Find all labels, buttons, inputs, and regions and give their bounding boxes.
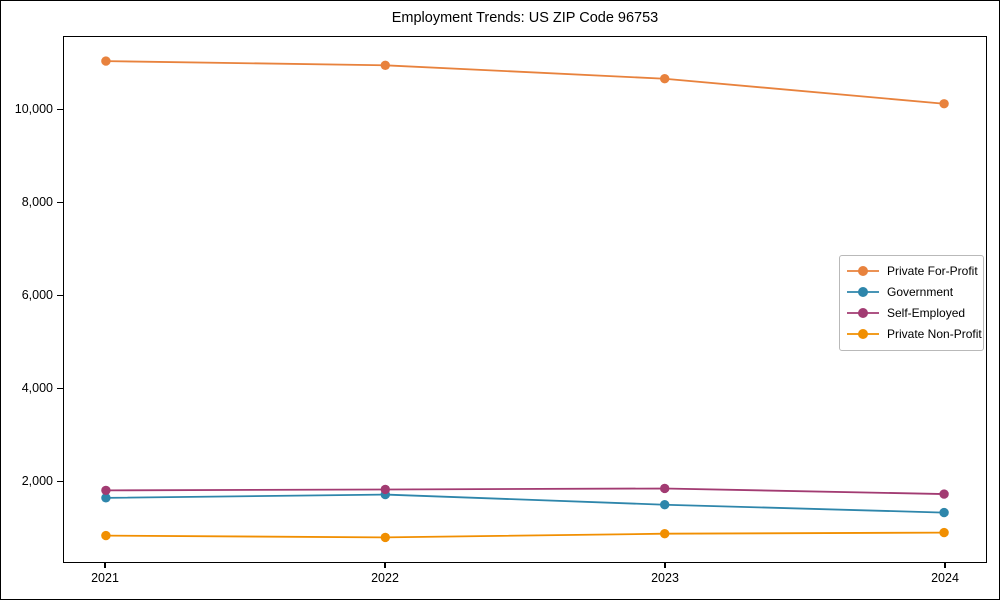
x-tick-mark (664, 563, 666, 568)
x-tick-label: 2023 (651, 571, 679, 585)
legend: Private For-Profit Government Self-Emplo… (839, 255, 984, 351)
y-tick-mark (57, 480, 63, 482)
legend-label: Private For-Profit (887, 263, 978, 278)
legend-item-private-non-profit: Private Non-Profit (846, 323, 982, 344)
legend-marker-private-for-profit-icon (847, 265, 879, 276)
y-tick-label: 6,000 (21, 288, 53, 303)
legend-label: Self-Employed (887, 305, 966, 320)
legend-item-government: Government (846, 281, 977, 302)
x-tick-mark (104, 563, 106, 568)
y-tick-mark (57, 294, 63, 296)
x-tick-label: 2021 (91, 571, 119, 585)
x-tick-label: 2022 (371, 571, 399, 585)
y-tick-label: 2,000 (21, 474, 53, 489)
x-tick-mark (944, 563, 946, 568)
legend-marker-self-employed-icon (847, 307, 879, 318)
y-tick-label: 8,000 (21, 195, 53, 210)
legend-item-private-for-profit: Private For-Profit (846, 260, 978, 281)
legend-label: Government (887, 284, 954, 299)
legend-marker-private-non-profit-icon (847, 328, 879, 339)
x-tick-label: 2024 (931, 571, 959, 585)
plot-area: Private For-Profit Government Self-Emplo… (63, 36, 987, 563)
x-tick-mark (384, 563, 386, 568)
y-tick-mark (57, 201, 63, 203)
y-tick-label: 10,000 (14, 102, 53, 117)
y-tick-mark (57, 387, 63, 389)
legend-item-self-employed: Self-Employed (846, 302, 977, 323)
y-tick-mark (57, 108, 63, 110)
line-series-svg (101, 56, 949, 543)
legend-label: Private Non-Profit (887, 326, 982, 341)
legend-marker-government-icon (847, 286, 879, 297)
y-tick-label: 4,000 (21, 381, 53, 396)
chart-title: Employment Trends: US ZIP Code 96753 (391, 10, 659, 26)
